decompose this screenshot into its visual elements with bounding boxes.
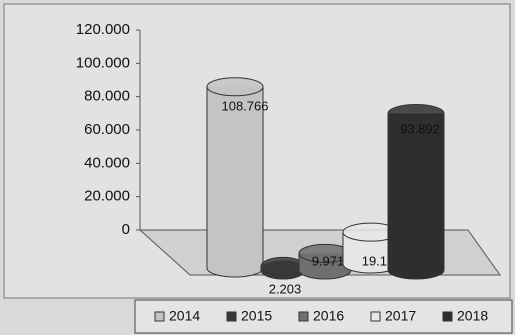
data-label: 93.892 — [400, 121, 440, 136]
y-tick-label: 120.000 — [76, 21, 130, 38]
legend-label: 2014 — [169, 308, 200, 324]
y-tick-label: 80.000 — [84, 88, 130, 105]
legend-label: 2016 — [313, 308, 344, 324]
data-label: 108.766 — [222, 98, 269, 113]
data-label: 19.10 — [362, 253, 395, 268]
data-label: 2.203 — [269, 281, 302, 296]
legend-label: 2015 — [241, 308, 272, 324]
data-label: 9.971 — [312, 253, 345, 268]
y-tick-label: 20.000 — [84, 188, 130, 205]
cylinder-top — [387, 104, 445, 124]
cylinder-top — [206, 77, 264, 97]
legend-label: 2018 — [457, 308, 488, 324]
bar — [207, 86, 263, 269]
cylinder-top — [260, 256, 306, 276]
legend-swatch — [298, 311, 309, 322]
y-tick-label: 60.000 — [84, 121, 130, 138]
y-tick-label: 40.000 — [84, 154, 130, 171]
legend-swatch — [442, 311, 453, 322]
legend-swatch — [370, 311, 381, 322]
legend-label: 2017 — [385, 308, 416, 324]
bar — [388, 113, 444, 270]
y-tick-label: 100.000 — [76, 54, 130, 71]
legend-swatch — [226, 311, 237, 322]
y-tick-label: 0 — [122, 221, 130, 238]
legend-swatch — [154, 311, 165, 322]
